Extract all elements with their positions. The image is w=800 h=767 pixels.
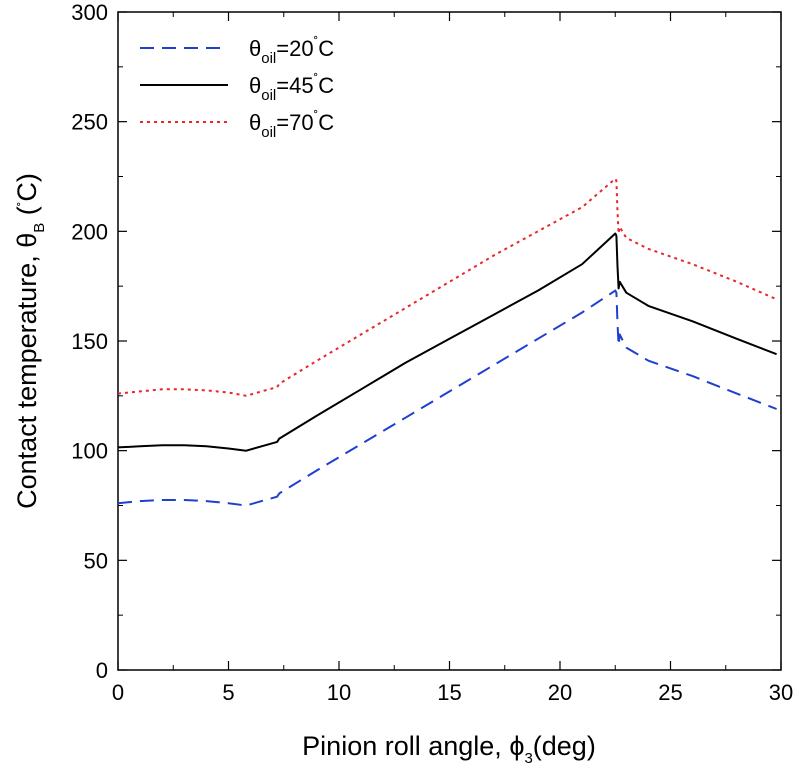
- y-tick-label: 300: [71, 0, 108, 25]
- legend-sub: oil: [261, 50, 276, 67]
- legend-degree: ˚: [314, 34, 319, 50]
- legend-unit: C: [318, 36, 334, 61]
- y-axis-label-open: (: [12, 206, 42, 223]
- y-tick-label: 50: [84, 548, 108, 573]
- y-tick-label: 250: [71, 110, 108, 135]
- x-axis-label-symbol: ϕ: [509, 731, 524, 761]
- x-tick-label: 25: [658, 680, 682, 705]
- legend-sub: oil: [261, 87, 276, 104]
- series-line-1: [117, 289, 777, 507]
- y-tick-label: 100: [71, 439, 108, 464]
- x-tick-label: 15: [437, 680, 461, 705]
- x-axis-label: Pinion roll angle, ϕ3(deg): [302, 731, 596, 767]
- legend-unit: C: [318, 73, 334, 98]
- legend-sub: oil: [261, 124, 276, 141]
- legend-unit: C: [318, 110, 334, 135]
- legend-symbol: θ: [249, 73, 261, 98]
- axis-ticks: [117, 11, 782, 671]
- legend-value: =70: [276, 110, 313, 135]
- plot-frame: [117, 11, 782, 671]
- y-axis-label: Contact temperature, θB (˚C): [12, 173, 48, 509]
- y-tick-label: 150: [71, 329, 108, 354]
- y-axis-label-close: C): [12, 173, 42, 202]
- x-tick-label: 10: [327, 680, 351, 705]
- x-axis-label-sub: 3: [524, 750, 532, 767]
- legend-value: =20: [276, 36, 313, 61]
- y-tick-label: 200: [71, 219, 108, 244]
- x-tick-label: 20: [548, 680, 572, 705]
- x-tick-label: 0: [112, 680, 124, 705]
- y-tick-label: 0: [96, 658, 108, 683]
- series-line-2: [117, 232, 777, 452]
- legend-degree: ˚: [314, 108, 319, 124]
- y-axis-label-main: Contact temperature,: [12, 248, 42, 509]
- legend-label-3: θoil=70˚C: [249, 108, 334, 141]
- legend-symbol: θ: [249, 36, 261, 61]
- series-line-3: [117, 177, 778, 397]
- legend-symbol: θ: [249, 110, 261, 135]
- x-axis-label-main: Pinion roll angle,: [302, 731, 509, 761]
- legend-label-1: θoil=20˚C: [249, 34, 334, 67]
- series-lines: [117, 177, 778, 507]
- legend-label-2: θoil=45˚C: [249, 71, 334, 104]
- x-tick-label: 30: [769, 680, 793, 705]
- y-axis-label-degree: ˚: [15, 202, 31, 207]
- legend-value: =45: [276, 73, 313, 98]
- legend-degree: ˚: [314, 71, 319, 87]
- x-axis-label-tail: (deg): [533, 731, 596, 761]
- x-tick-label: 5: [222, 680, 234, 705]
- y-axis-label-sub: B: [31, 223, 48, 233]
- y-axis-label-symbol: θ: [12, 233, 42, 248]
